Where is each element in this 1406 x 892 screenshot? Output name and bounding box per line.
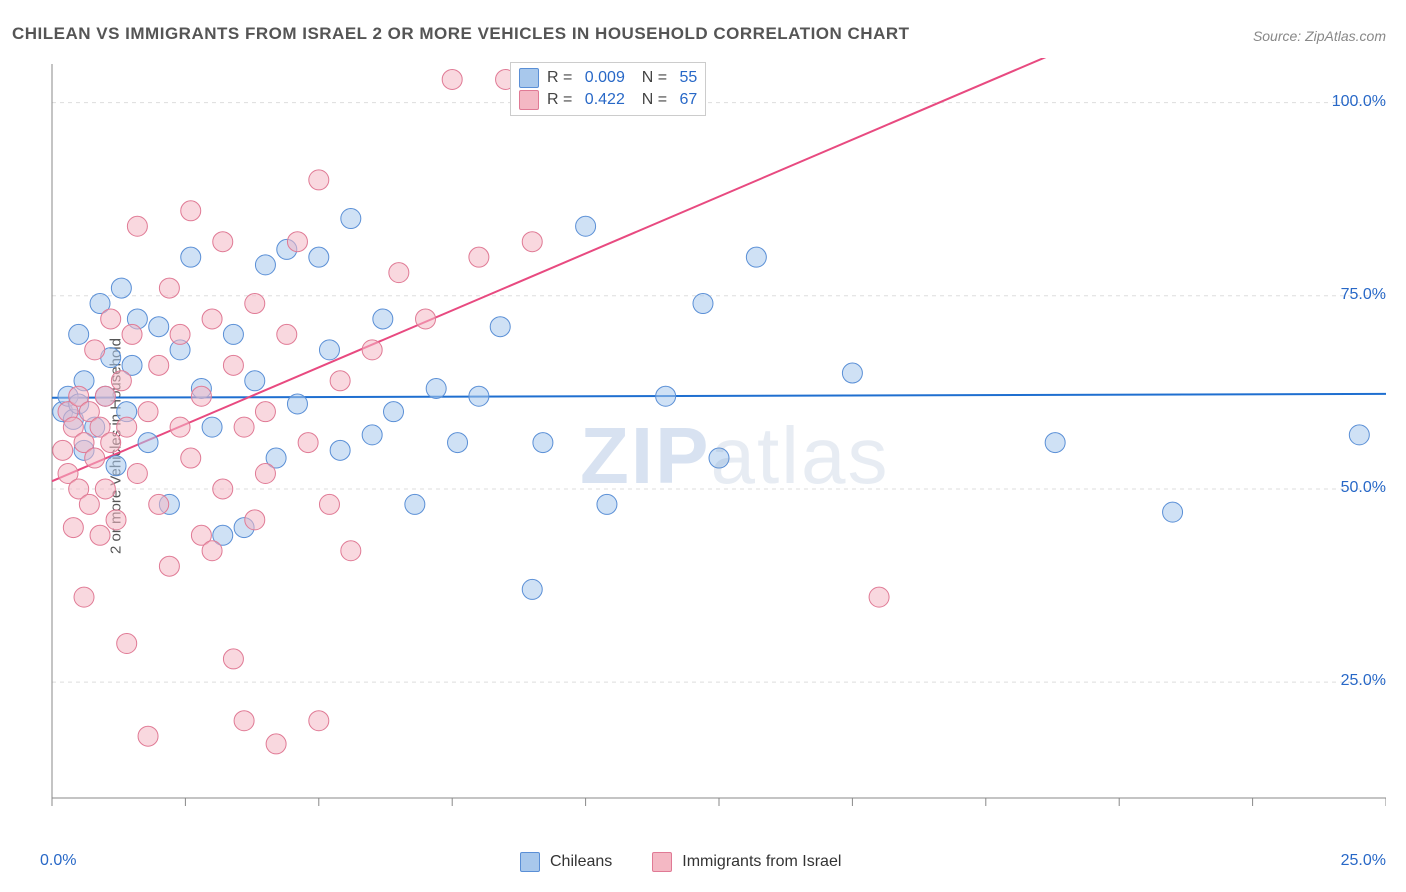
chileans-swatch-icon [520, 852, 540, 872]
chileans-n-value: 55 [680, 67, 698, 89]
chileans-legend-label: Chileans [550, 853, 612, 871]
x-axis-max-label: 25.0% [1341, 852, 1386, 870]
y-axis-75-label: 75.0% [1341, 286, 1386, 304]
israel-swatch-icon [519, 90, 539, 110]
series-legend: Chileans Immigrants from Israel [520, 852, 841, 872]
x-axis-min-label: 0.0% [40, 852, 76, 870]
y-axis-50-label: 50.0% [1341, 479, 1386, 497]
chileans-r-value: 0.009 [585, 67, 625, 89]
chart-title: CHILEAN VS IMMIGRANTS FROM ISRAEL 2 OR M… [12, 24, 910, 44]
scatter-plot [46, 58, 1386, 828]
israel-swatch-icon [652, 852, 672, 872]
israel-legend-label: Immigrants from Israel [682, 853, 841, 871]
correlation-legend: R = 0.009 N = 55 R = 0.422 N = 67 [510, 62, 706, 116]
legend-row-chileans: R = 0.009 N = 55 [519, 67, 697, 89]
y-axis-25-label: 25.0% [1341, 672, 1386, 690]
israel-r-value: 0.422 [585, 89, 625, 111]
chart-container: CHILEAN VS IMMIGRANTS FROM ISRAEL 2 OR M… [0, 0, 1406, 892]
y-axis-100-label: 100.0% [1332, 93, 1386, 111]
israel-n-value: 67 [680, 89, 698, 111]
source-attribution: Source: ZipAtlas.com [1253, 28, 1386, 44]
legend-row-israel: R = 0.422 N = 67 [519, 89, 697, 111]
chileans-swatch-icon [519, 68, 539, 88]
